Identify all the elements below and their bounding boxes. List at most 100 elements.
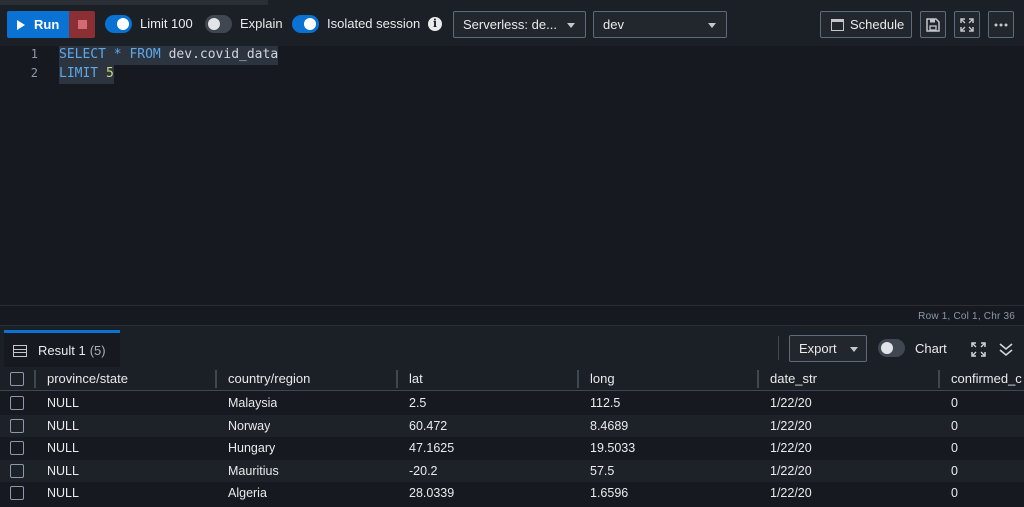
table-cell: 0 bbox=[951, 396, 958, 411]
run-button-label: Run bbox=[34, 17, 60, 32]
sql-keyword: SELECT bbox=[59, 47, 106, 62]
result-tab-count: (5) bbox=[89, 343, 106, 358]
row-checkbox[interactable] bbox=[10, 441, 24, 455]
row-checkbox[interactable] bbox=[10, 463, 24, 478]
chevron-down-icon bbox=[850, 347, 858, 352]
table-cell: 0 bbox=[951, 486, 958, 501]
database-select[interactable]: dev bbox=[593, 11, 727, 38]
schedule-button-label: Schedule bbox=[850, 17, 905, 32]
table-cell: -20.2 bbox=[409, 463, 438, 478]
row-checkbox[interactable] bbox=[10, 396, 24, 410]
workgroup-select[interactable]: Serverless: de... bbox=[453, 11, 586, 38]
code-line[interactable]: SELECT * FROM dev.covid_data bbox=[59, 46, 279, 65]
table-cell: NULL bbox=[47, 463, 79, 478]
results-header: Result 1 (5) Export Chart bbox=[0, 325, 1024, 368]
column-header[interactable]: date_str bbox=[770, 371, 817, 386]
calendar-icon bbox=[831, 18, 844, 31]
tab-strip-remnant bbox=[0, 0, 268, 5]
stop-button[interactable] bbox=[69, 11, 95, 38]
table-cell: Malaysia bbox=[228, 396, 278, 411]
table-cell: 28.0339 bbox=[409, 486, 455, 501]
toggle-knob bbox=[208, 18, 220, 30]
table-cell: 60.472 bbox=[409, 418, 448, 433]
sql-keyword: FROM bbox=[129, 47, 161, 62]
column-resizer[interactable] bbox=[215, 370, 217, 388]
column-resizer[interactable] bbox=[757, 370, 759, 388]
limit-toggle-label: Limit 100 bbox=[140, 16, 193, 31]
table-cell: 19.5033 bbox=[590, 441, 636, 456]
toggle-knob bbox=[304, 18, 316, 30]
table-cell: NULL bbox=[47, 396, 79, 411]
sql-editor[interactable]: 1 SELECT * FROM dev.covid_data 2 LIMIT 5 bbox=[0, 46, 1024, 305]
column-header[interactable]: lat bbox=[409, 371, 423, 386]
workgroup-select-value: Serverless: de... bbox=[463, 17, 557, 32]
toggle-knob bbox=[117, 18, 129, 30]
column-header[interactable]: country/region bbox=[228, 371, 311, 386]
table-cell: 8.4689 bbox=[590, 418, 629, 433]
limit-toggle[interactable] bbox=[105, 15, 132, 33]
export-button-label: Export bbox=[799, 341, 837, 356]
table-row[interactable]: NULL Malaysia 2.5 112.5 1/22/20 0 bbox=[0, 392, 1024, 415]
code-line[interactable]: LIMIT 5 bbox=[59, 65, 114, 84]
explain-toggle[interactable] bbox=[205, 15, 232, 33]
row-checkbox[interactable] bbox=[10, 418, 24, 433]
table-cell: 1/22/20 bbox=[770, 396, 812, 411]
table-cell: 1/22/20 bbox=[770, 441, 812, 456]
table-cell: 0 bbox=[951, 418, 958, 433]
table-cell: Norway bbox=[228, 418, 271, 433]
table-cell: Algeria bbox=[228, 486, 267, 501]
line-number: 1 bbox=[30, 47, 38, 61]
chart-toggle[interactable] bbox=[878, 339, 905, 357]
isolated-session-label: Isolated session bbox=[327, 16, 421, 31]
save-button[interactable] bbox=[920, 11, 946, 38]
more-actions-button[interactable] bbox=[988, 11, 1014, 38]
select-all-checkbox[interactable] bbox=[10, 372, 24, 386]
table-cell: 0 bbox=[951, 463, 958, 478]
collapse-down-icon[interactable] bbox=[998, 341, 1014, 357]
isolated-session-toggle[interactable] bbox=[292, 15, 319, 33]
divider bbox=[778, 336, 779, 360]
sql-identifier: dev.covid_data bbox=[168, 47, 279, 62]
database-select-value: dev bbox=[603, 17, 624, 32]
table-row[interactable]: NULL Norway 60.472 8.4689 1/22/20 0 bbox=[0, 414, 1024, 437]
chart-toggle-label: Chart bbox=[915, 341, 947, 356]
column-header[interactable]: confirmed_c bbox=[951, 371, 1022, 386]
column-resizer[interactable] bbox=[396, 370, 398, 388]
table-row[interactable]: NULL Algeria 28.0339 1.6596 1/22/20 0 bbox=[0, 482, 1024, 505]
row-checkbox[interactable] bbox=[10, 486, 24, 500]
sql-operator: * bbox=[113, 47, 122, 62]
sql-number: 5 bbox=[105, 66, 114, 81]
toggle-knob bbox=[881, 342, 893, 354]
table-row[interactable]: NULL Mauritius -20.2 57.5 1/22/20 0 bbox=[0, 459, 1024, 482]
editor-line: 1 SELECT * FROM dev.covid_data bbox=[0, 46, 1024, 66]
table-cell: 1/22/20 bbox=[770, 418, 812, 433]
column-resizer[interactable] bbox=[577, 370, 579, 388]
tab-result-1[interactable]: Result 1 (5) bbox=[4, 330, 120, 368]
line-number: 2 bbox=[30, 66, 38, 80]
column-header[interactable]: long bbox=[590, 371, 615, 386]
table-cell: 1/22/20 bbox=[770, 486, 812, 501]
table-cell: Hungary bbox=[228, 441, 276, 456]
sql-keyword: LIMIT bbox=[59, 66, 99, 81]
stop-icon bbox=[77, 20, 87, 29]
explain-toggle-label: Explain bbox=[240, 16, 283, 31]
fullscreen-button[interactable] bbox=[954, 11, 980, 38]
table-icon bbox=[13, 344, 27, 357]
column-resizer[interactable] bbox=[938, 370, 940, 388]
schedule-button[interactable]: Schedule bbox=[820, 11, 912, 38]
expand-icon bbox=[960, 17, 974, 32]
column-header[interactable]: province/state bbox=[47, 371, 128, 386]
cursor-position: Row 1, Col 1, Chr 36 bbox=[918, 311, 1015, 322]
table-cell: 1.6596 bbox=[590, 486, 629, 501]
table-cell: NULL bbox=[47, 441, 79, 456]
editor-status-bar: Row 1, Col 1, Chr 36 bbox=[0, 305, 1024, 325]
info-icon[interactable]: i bbox=[428, 17, 442, 31]
ellipsis-icon bbox=[994, 23, 1008, 26]
save-icon bbox=[926, 17, 940, 32]
run-button[interactable]: Run bbox=[7, 11, 69, 38]
export-button[interactable]: Export bbox=[789, 335, 867, 362]
expand-icon[interactable] bbox=[971, 342, 986, 357]
play-icon bbox=[17, 19, 25, 30]
table-row[interactable]: NULL Hungary 47.1625 19.5033 1/22/20 0 bbox=[0, 437, 1024, 460]
table-cell: 112.5 bbox=[590, 396, 621, 411]
